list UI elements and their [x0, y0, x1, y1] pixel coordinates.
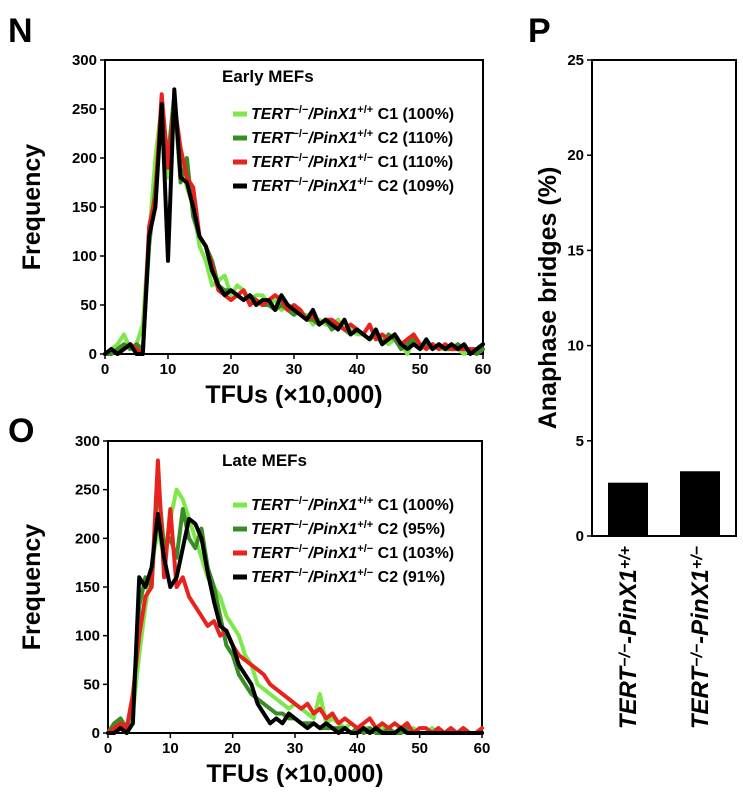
o-x-tick-label: 0 [104, 740, 112, 757]
o-legend-label-2: TERT−/−/PinX1+/+ C2 (95%) [251, 519, 445, 538]
n-x-axis-label: TFUs (×10,000) [205, 381, 382, 409]
p-category-label-1: TERT−/−-PinX1+/+ [615, 546, 642, 729]
p-y-tick-label: 15 [567, 242, 584, 259]
o-x-tick-label: 40 [349, 740, 366, 757]
n-legend-label-4: TERT−/−/PinX1+/− C2 (109%) [251, 176, 454, 195]
n-y-tick-label: 50 [80, 297, 97, 314]
o-legend-label-4: TERT−/−/PinX1+/− C2 (91%) [251, 567, 445, 586]
n-y-tick-label: 0 [89, 346, 97, 363]
histogram-early-mefs: 0 50 100 150 200 250 300 0 10 20 30 40 50 60 TFUs (×10… [18, 52, 491, 409]
p-plot-frame [591, 59, 737, 537]
o-series-line-3 [106, 458, 484, 735]
o-series-line-4 [106, 512, 484, 735]
o-y-tick-label: 100 [75, 628, 100, 645]
bar-chart-anaphase-bridges: 0 5 10 15 20 25 Anaphase bridges (%) TERT−/−-Pi… [534, 52, 737, 729]
o-x-tick-label: 20 [224, 740, 241, 757]
p-y-tick-label: 25 [567, 52, 584, 69]
n-x-tick-label: 20 [223, 361, 240, 378]
n-legend-label-3: TERT−/−/PinX1+/− C1 (110%) [251, 152, 453, 171]
n-y-tick-label: 100 [72, 248, 97, 265]
p-y-tick-label: 20 [567, 147, 584, 164]
o-y-tick-label: 150 [75, 579, 100, 596]
o-series-line-2 [106, 477, 484, 735]
o-legend-label-3: TERT−/−/PinX1+/− C1 (103%) [251, 543, 454, 562]
panel-label-o: O [8, 412, 34, 450]
p-bar-2 [680, 471, 720, 536]
n-y-tick-label: 150 [72, 199, 97, 216]
n-legend-label-2: TERT−/−/PinX1+/+ C2 (110%) [251, 128, 453, 147]
o-x-tick-label: 50 [411, 740, 428, 757]
o-y-tick-label: 250 [75, 482, 100, 499]
panel-label-p: P [528, 12, 551, 50]
o-y-tick-label: 50 [83, 676, 100, 693]
n-y-tick-label: 200 [72, 150, 97, 167]
n-x-tick-label: 0 [101, 361, 109, 378]
n-y-tick-label: 300 [72, 52, 97, 69]
n-y-tick-label: 250 [72, 101, 97, 118]
n-legend-label-1: TERT−/−/PinX1+/+ C1 (100%) [251, 104, 454, 123]
o-plot-frame [107, 440, 483, 734]
p-y-tick-label: 5 [576, 433, 584, 450]
p-bar-1 [608, 482, 648, 536]
n-series-line-4 [103, 87, 485, 356]
o-y-axis-label: Frequency [18, 524, 46, 651]
panel-label-n: N [8, 12, 33, 50]
p-y-axis-label: Anaphase bridges (%) [534, 167, 562, 430]
n-x-tick-label: 10 [160, 361, 177, 378]
o-y-tick-label: 300 [75, 433, 100, 450]
n-x-tick-label: 30 [286, 361, 303, 378]
o-y-tick-label: 0 [92, 725, 100, 742]
histogram-late-mefs: 0 50 100 150 200 250 300 0 10 20 30 40 50 60 TFUs (×10… [18, 433, 490, 788]
o-x-axis-label: TFUs (×10,000) [206, 760, 383, 788]
o-y-tick-label: 200 [75, 530, 100, 547]
p-y-tick-label: 10 [567, 338, 584, 355]
o-title: Late MEFs [222, 451, 307, 470]
o-legend-label-1: TERT−/−/PinX1+/+ C1 (100%) [251, 495, 454, 514]
n-x-tick-label: 40 [349, 361, 366, 378]
n-y-axis-label: Frequency [18, 144, 46, 271]
n-series-line-3 [103, 92, 485, 356]
p-category-label-2: TERT−/−-PinX1+/− [687, 546, 714, 729]
n-title: Early MEFs [222, 67, 314, 86]
n-x-tick-label: 60 [475, 361, 492, 378]
p-y-tick-label: 0 [576, 528, 584, 545]
o-x-tick-label: 60 [474, 740, 491, 757]
o-x-tick-label: 10 [162, 740, 179, 757]
o-x-tick-label: 30 [287, 740, 304, 757]
n-x-tick-label: 50 [412, 361, 429, 378]
